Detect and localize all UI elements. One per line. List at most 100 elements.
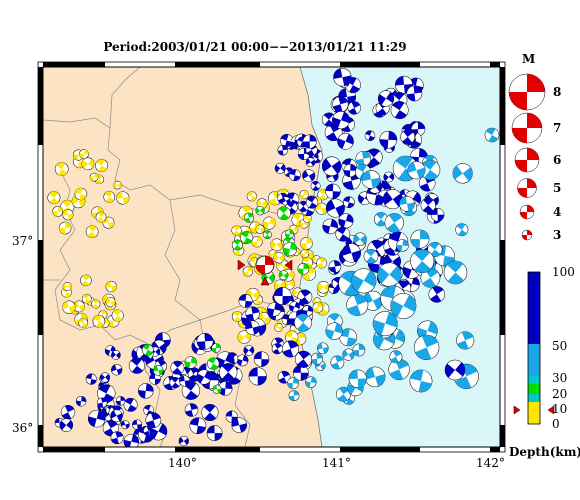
focal-mechanism-4-30 xyxy=(406,85,423,102)
frame-tick-lon xyxy=(43,62,105,67)
focal-mechanism-0-3 xyxy=(102,216,115,229)
frame-ticks xyxy=(38,62,505,452)
focal-mechanism-8-2 xyxy=(287,377,299,390)
focal-mechanism-4-33 xyxy=(400,129,416,145)
frame-tick-lon xyxy=(43,447,105,452)
focal-mechanism-12-4 xyxy=(212,384,222,394)
focal-mechanism-2-37 xyxy=(237,330,251,344)
focal-mechanism-7-25 xyxy=(292,364,309,381)
depth-colorbar: 100 50 30 20 10 0 Depth(km) xyxy=(509,265,580,459)
depth-tick-10: 10 xyxy=(552,402,567,416)
focal-mechanism-2-39 xyxy=(317,280,330,294)
focal-mechanism-2-40 xyxy=(300,237,313,250)
focal-mechanism-5-24 xyxy=(343,196,355,209)
focal-mechanism-11-4 xyxy=(255,205,265,216)
focal-mechanism-8-1 xyxy=(339,328,358,347)
focal-mechanism-10-11 xyxy=(59,418,74,432)
focal-mechanism-6-18 xyxy=(373,212,389,227)
focal-mechanism-2-30 xyxy=(300,249,310,258)
focal-mechanism-8-17 xyxy=(348,369,367,388)
focal-mechanism-offshore xyxy=(444,359,466,381)
focal-mechanism-0-17 xyxy=(103,191,116,203)
focal-mechanism-0-19 xyxy=(74,187,88,201)
focal-mechanism-2-59 xyxy=(312,302,324,313)
focal-mechanism-9-37 xyxy=(169,376,181,389)
focal-mechanism-8-14 xyxy=(342,348,355,361)
focal-mechanism-5-0 xyxy=(322,218,338,235)
focal-mechanism-9-18 xyxy=(138,383,154,399)
focal-mechanism-6-39 xyxy=(410,249,435,274)
focal-mechanism-3-24 xyxy=(310,180,321,191)
magnitude-legend-label: 3 xyxy=(553,228,561,242)
focal-mechanism-6-38 xyxy=(372,311,398,337)
frame-tick-lon xyxy=(340,447,420,452)
focal-mechanism-5-19 xyxy=(383,171,395,183)
focal-mechanism-1-13 xyxy=(81,293,92,304)
focal-mechanism-2-46 xyxy=(231,311,243,322)
focal-mechanism-1-14 xyxy=(62,300,76,314)
focal-mechanism-2-45 xyxy=(262,216,276,230)
lon-label-142: 142° xyxy=(476,456,505,470)
focal-mechanism-0-12 xyxy=(85,225,99,239)
magnitude-legend-symbol xyxy=(521,229,533,241)
focal-mechanism-6-16 xyxy=(377,262,402,287)
magnitude-legend-label: 8 xyxy=(553,85,561,99)
focal-mechanism-8-8 xyxy=(317,342,329,355)
focal-mechanism-8-9 xyxy=(310,352,324,365)
focal-mechanism-7-29 xyxy=(236,354,249,367)
focal-mechanism-9-20 xyxy=(184,403,199,417)
focal-mechanism-12-0 xyxy=(207,357,220,370)
focal-mechanism-8-13 xyxy=(336,386,351,402)
focal-mechanism-6-43 xyxy=(456,331,475,350)
focal-mechanism-1-16 xyxy=(91,299,101,309)
focal-mechanism-6-32 xyxy=(399,195,415,212)
focal-mechanism-12-2 xyxy=(152,365,164,376)
focal-mechanism-9-66 xyxy=(123,433,140,447)
focal-mechanism-0-2 xyxy=(95,159,109,172)
focal-mechanism-10-2 xyxy=(97,397,108,408)
magnitude-legend-label: 7 xyxy=(553,121,561,135)
focal-mechanism-11-7 xyxy=(263,230,272,240)
magnitude-legend-symbol xyxy=(508,73,546,111)
focal-mechanism-6-41 xyxy=(390,293,417,319)
focal-mechanism-1-19 xyxy=(111,309,124,322)
focal-mechanism-6-36 xyxy=(443,260,468,285)
focal-mechanism-11-9 xyxy=(240,231,254,244)
depth-unit-label: Depth(km) xyxy=(509,445,580,459)
focal-mechanism-9-61 xyxy=(87,409,106,428)
focal-mechanism-9-45 xyxy=(196,369,212,385)
depth-tick-100: 100 xyxy=(552,265,575,279)
focal-mechanism-7-21 xyxy=(281,340,300,358)
focal-mechanism-7-27 xyxy=(294,350,313,368)
focal-mechanism-6-6 xyxy=(388,358,410,381)
focal-mechanism-1-18 xyxy=(62,281,72,292)
focal-mechanism-2-24 xyxy=(251,236,263,248)
focal-mechanism-9-54 xyxy=(132,419,143,430)
focal-mechanism-0-16 xyxy=(62,209,74,221)
focal-mechanism-6-22 xyxy=(351,268,377,294)
focal-mechanism-4-32 xyxy=(390,101,409,120)
focal-mechanism-6-42 xyxy=(384,213,404,233)
frame-tick-lat xyxy=(38,67,43,145)
focal-mechanism-5-48 xyxy=(321,156,342,176)
focal-mechanism-5-44 xyxy=(335,226,351,242)
focal-mechanism-9-17 xyxy=(206,425,223,441)
focal-mechanism-7-3 xyxy=(301,305,314,317)
focal-mechanism-9-65 xyxy=(111,350,121,360)
focal-mechanism-7-9 xyxy=(243,345,255,356)
focal-mechanism-1-11 xyxy=(105,280,117,293)
focal-mechanism-3-26 xyxy=(302,134,317,149)
focal-mechanism-5-58 xyxy=(328,260,342,273)
focal-mechanism-6-26 xyxy=(389,350,403,364)
focal-mechanism-1-9 xyxy=(73,300,85,313)
focal-mechanism-7-19 xyxy=(277,370,291,384)
focal-mechanism-2-55 xyxy=(231,225,242,236)
focal-mechanism-5-53 xyxy=(382,189,403,210)
focal-mechanism-12-1 xyxy=(211,343,221,353)
focal-mechanism-3-14 xyxy=(277,144,289,156)
focal-mechanism-6-28 xyxy=(353,232,367,246)
focal-mechanism-7-22 xyxy=(245,320,260,335)
focal-mechanism-6-0 xyxy=(452,163,473,184)
focal-mechanism-0-13 xyxy=(95,211,107,223)
focal-mechanism-3-11 xyxy=(288,169,301,182)
